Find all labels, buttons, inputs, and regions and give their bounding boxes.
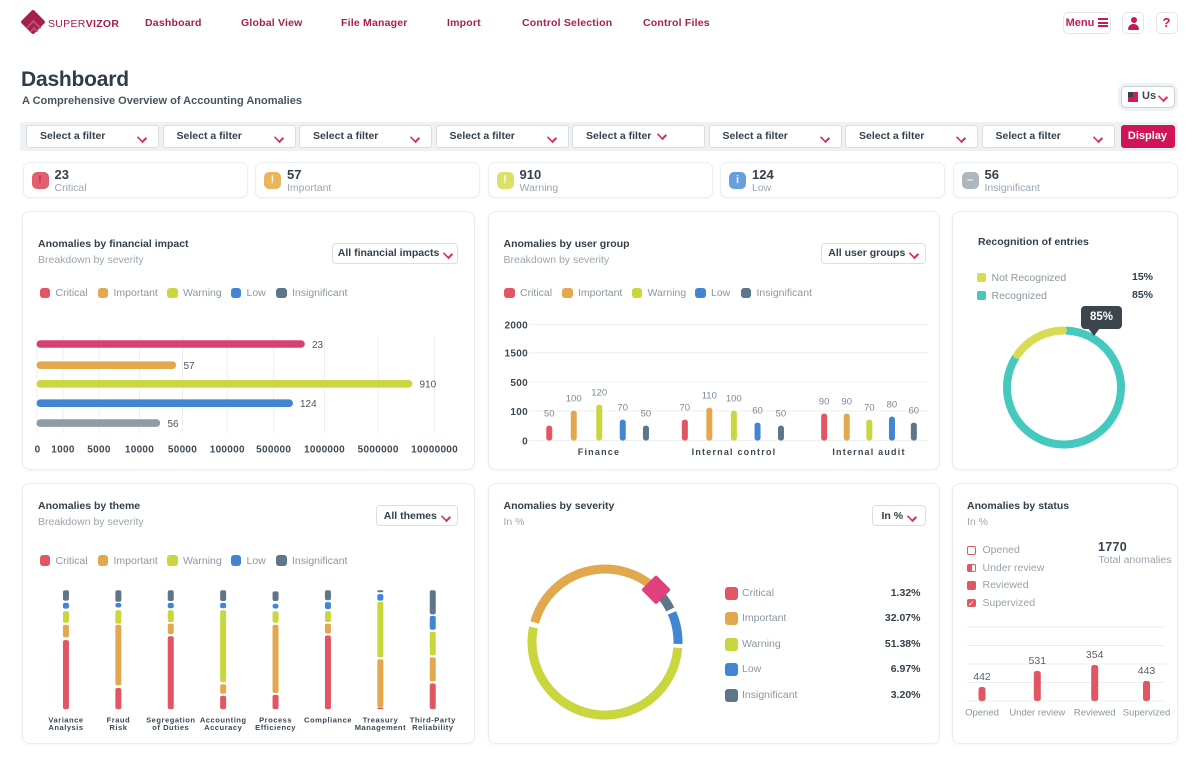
- svg-text:Finance: Finance: [578, 447, 620, 457]
- svg-text:70: 70: [864, 402, 875, 413]
- svg-text:Efficiency: Efficiency: [255, 723, 296, 732]
- svg-text:Third-Party: Third-Party: [410, 716, 456, 725]
- svg-text:1500: 1500: [505, 348, 529, 359]
- svg-text:57: 57: [184, 361, 196, 372]
- svg-text:Internal audit: Internal audit: [832, 447, 905, 457]
- svg-text:of Duties: of Duties: [152, 723, 189, 732]
- svg-text:124: 124: [300, 399, 317, 410]
- svg-text:Segregation: Segregation: [146, 716, 195, 725]
- svg-text:Internal control: Internal control: [692, 447, 777, 457]
- svg-text:Process: Process: [259, 716, 292, 725]
- svg-text:0: 0: [522, 436, 528, 447]
- svg-text:Variance: Variance: [48, 716, 83, 725]
- svg-text:500: 500: [510, 378, 528, 389]
- svg-text:90: 90: [819, 396, 830, 407]
- svg-text:90: 90: [841, 396, 852, 407]
- svg-text:443: 443: [1138, 665, 1156, 677]
- svg-text:70: 70: [617, 402, 628, 413]
- svg-text:60: 60: [752, 405, 763, 416]
- svg-text:Risk: Risk: [109, 723, 127, 732]
- svg-text:354: 354: [1086, 649, 1104, 661]
- svg-text:56: 56: [168, 419, 180, 430]
- svg-text:23: 23: [312, 340, 324, 351]
- svg-text:5000000: 5000000: [358, 444, 399, 455]
- svg-text:50: 50: [544, 408, 555, 419]
- svg-text:100: 100: [726, 393, 742, 404]
- svg-text:50000: 50000: [168, 444, 197, 455]
- svg-text:0: 0: [35, 444, 41, 455]
- svg-text:10000000: 10000000: [411, 444, 458, 455]
- svg-text:100: 100: [510, 407, 528, 418]
- svg-text:Reliability: Reliability: [412, 723, 454, 732]
- svg-text:Supervized: Supervized: [1123, 708, 1171, 719]
- svg-text:110: 110: [702, 390, 717, 401]
- svg-text:120: 120: [591, 387, 607, 398]
- svg-text:Treasury: Treasury: [363, 716, 399, 725]
- svg-text:Opened: Opened: [965, 708, 999, 719]
- svg-text:70: 70: [680, 402, 691, 413]
- svg-text:10000: 10000: [125, 444, 154, 455]
- svg-text:910: 910: [420, 379, 437, 390]
- svg-text:60: 60: [909, 405, 920, 416]
- svg-text:Compliance: Compliance: [304, 716, 352, 725]
- svg-text:Management: Management: [355, 723, 406, 732]
- svg-text:Under review: Under review: [1009, 708, 1065, 719]
- svg-text:Analysis: Analysis: [48, 723, 83, 732]
- svg-text:1000000: 1000000: [304, 444, 345, 455]
- svg-text:5000: 5000: [87, 444, 111, 455]
- svg-text:Accuracy: Accuracy: [204, 723, 242, 732]
- svg-text:100: 100: [566, 393, 582, 404]
- svg-text:Accounting: Accounting: [200, 716, 247, 725]
- svg-text:50: 50: [641, 408, 652, 419]
- svg-text:1000: 1000: [51, 444, 75, 455]
- svg-text:50: 50: [776, 408, 787, 419]
- svg-text:Reviewed: Reviewed: [1074, 708, 1116, 719]
- svg-text:2000: 2000: [505, 320, 529, 331]
- svg-text:531: 531: [1029, 655, 1047, 667]
- svg-text:100000: 100000: [210, 444, 245, 455]
- svg-text:442: 442: [973, 671, 991, 683]
- svg-text:500000: 500000: [256, 444, 291, 455]
- svg-text:Fraud: Fraud: [107, 716, 131, 725]
- svg-text:80: 80: [887, 399, 898, 410]
